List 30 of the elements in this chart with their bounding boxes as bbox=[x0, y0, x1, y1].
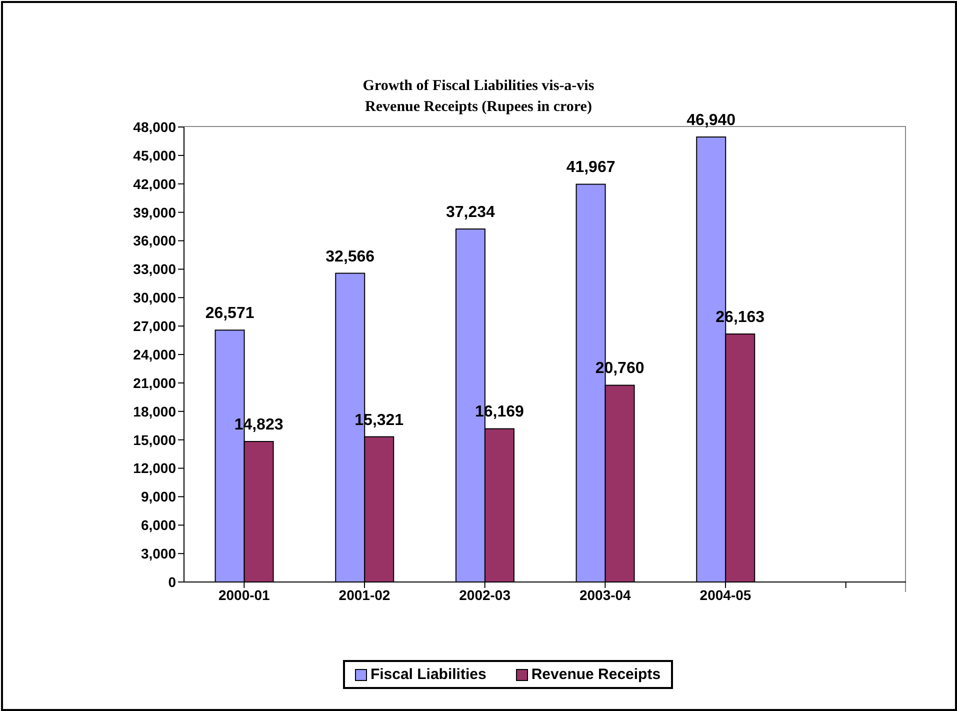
y-tick-label: 45,000 bbox=[133, 147, 176, 164]
y-tick-label: 6,000 bbox=[140, 517, 176, 534]
x-tick-label: 2000-01 bbox=[218, 586, 270, 603]
y-tick-label: 30,000 bbox=[133, 290, 176, 306]
y-tick-label: 27,000 bbox=[133, 318, 176, 334]
data-label: 46,940 bbox=[686, 112, 736, 130]
data-label: 37,234 bbox=[446, 204, 496, 222]
data-label: 41,967 bbox=[566, 159, 616, 176]
y-tick-label: 12,000 bbox=[133, 460, 176, 476]
y-tick-label: 18,000 bbox=[133, 403, 176, 420]
y-tick-label: 9,000 bbox=[140, 488, 176, 505]
data-label: 32,566 bbox=[326, 248, 375, 266]
legend-label: Revenue Receipts bbox=[530, 666, 661, 683]
chart-title: Growth of Fiscal Liabilities vis-a-vis Revenue Receipts (Rupees in crore) bbox=[362, 78, 594, 115]
x-tick-label: 2003-04 bbox=[579, 586, 632, 603]
x-tick-label: 2004-05 bbox=[700, 586, 752, 603]
y-tick-label: 36,000 bbox=[133, 232, 176, 249]
y-tick-label: 21,000 bbox=[133, 374, 176, 391]
y-tick-label: 0 bbox=[168, 574, 176, 590]
y-tick-label: 3,000 bbox=[140, 546, 176, 562]
x-tick-label: 2002-03 bbox=[459, 586, 511, 603]
legend-label: Fiscal Liabilities bbox=[369, 666, 486, 683]
y-tick-label: 39,000 bbox=[133, 204, 176, 220]
y-tick-label: 24,000 bbox=[133, 346, 176, 362]
y-tick-label: 48,000 bbox=[133, 118, 176, 135]
y-tick-label: 33,000 bbox=[133, 261, 176, 278]
y-tick-label: 42,000 bbox=[133, 176, 176, 192]
y-tick-label: 15,000 bbox=[133, 432, 176, 448]
data-label: 26,571 bbox=[205, 305, 254, 322]
x-tick-label: 2001-02 bbox=[338, 586, 390, 603]
